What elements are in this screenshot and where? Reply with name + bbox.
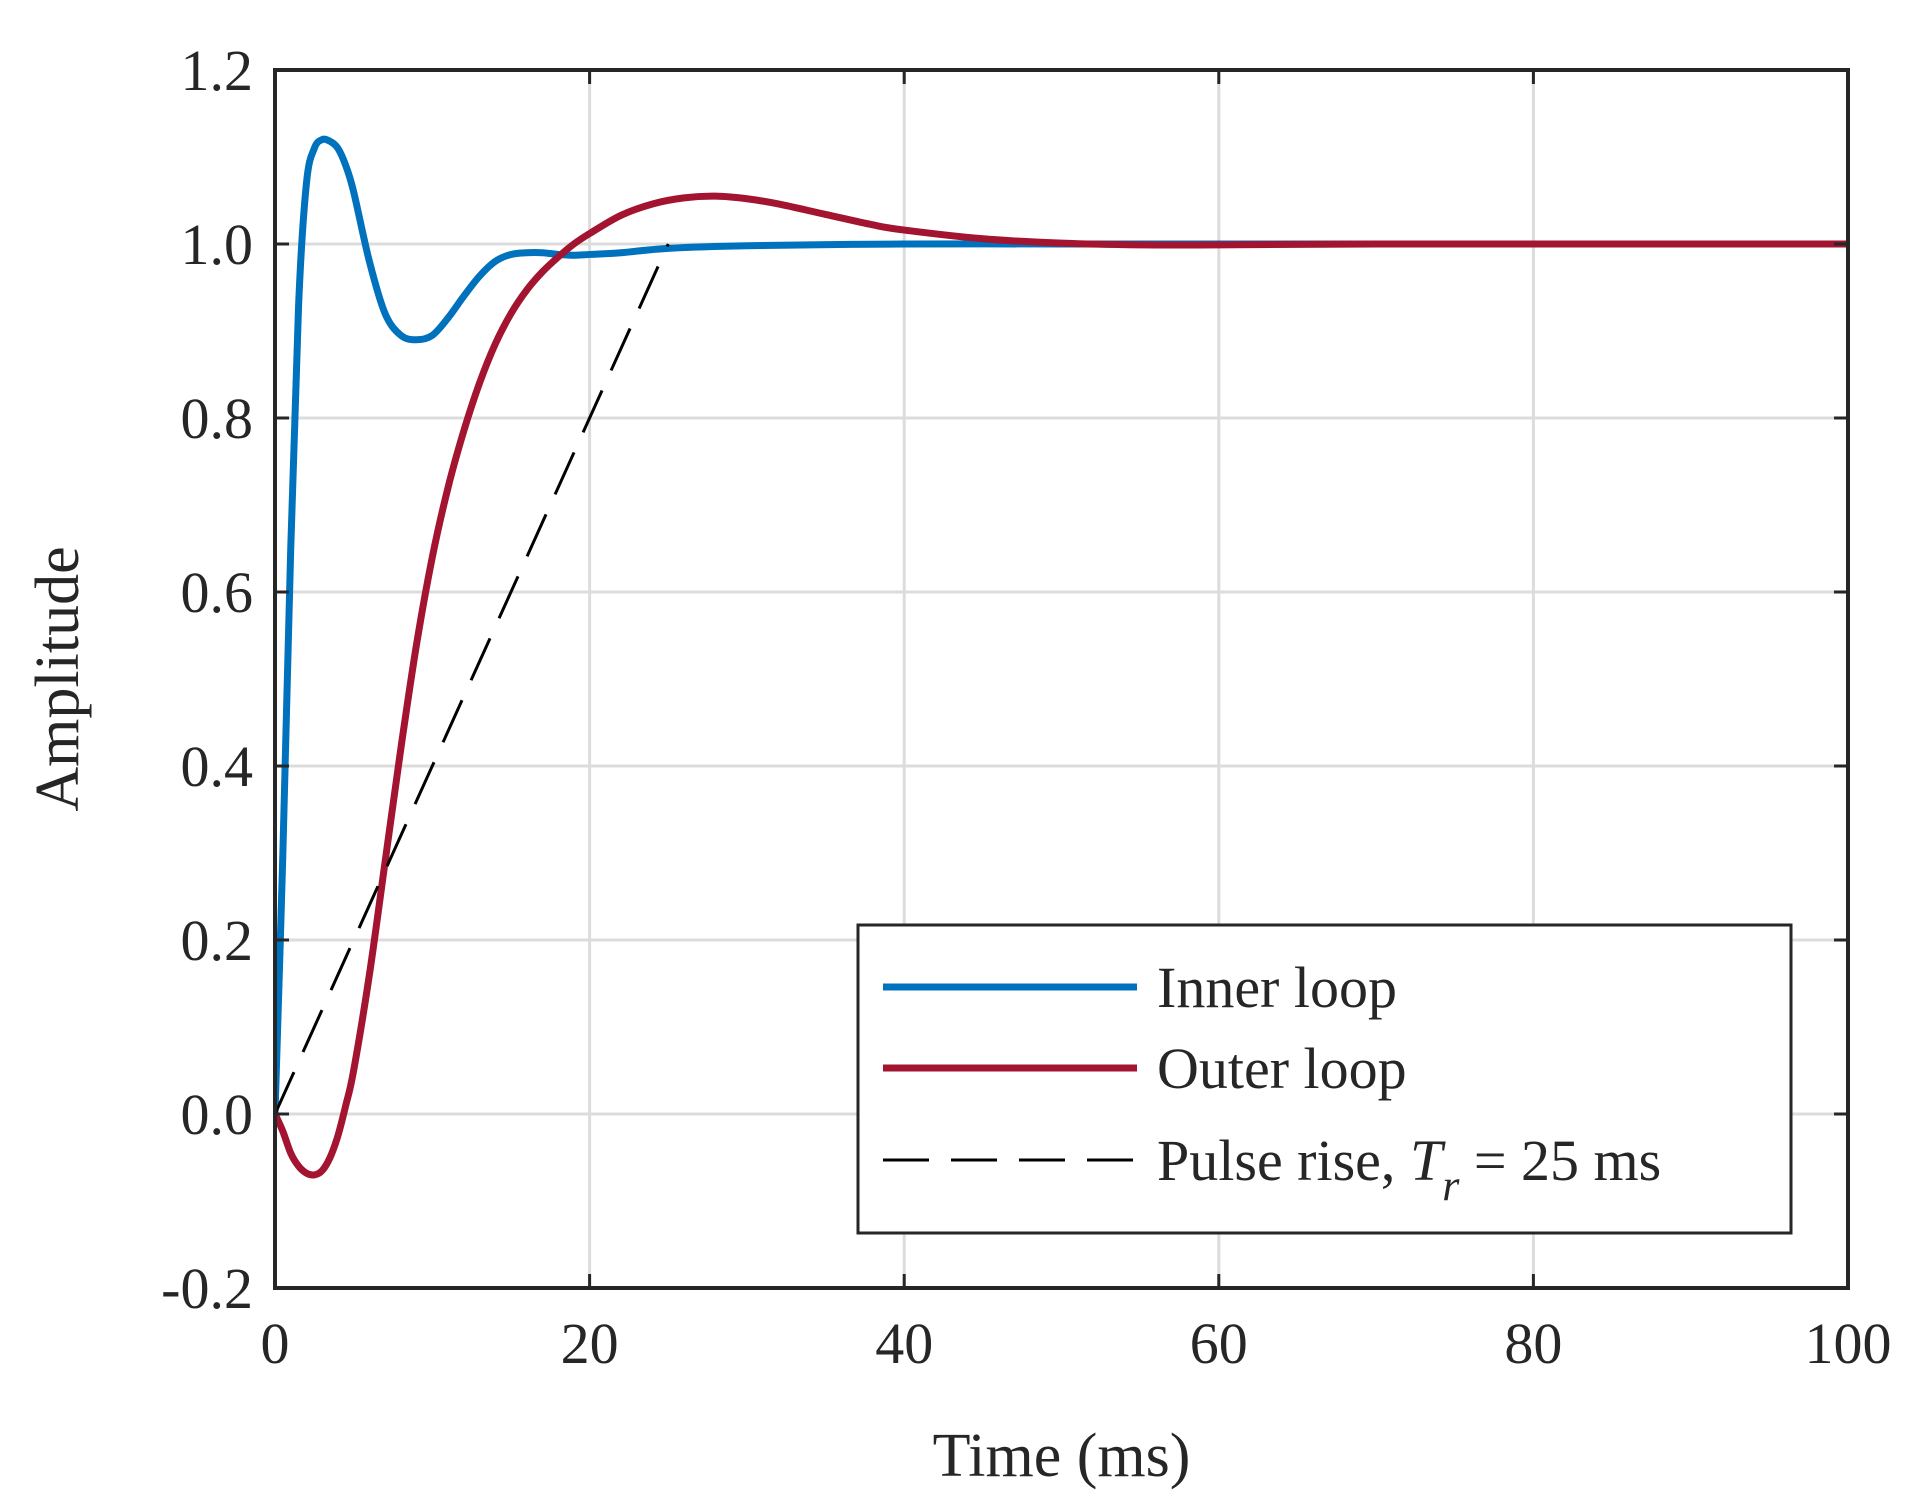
x-tick-label: 40 <box>875 1311 933 1376</box>
y-tick-label: 0.0 <box>181 1082 254 1147</box>
y-tick-label: 0.4 <box>181 734 254 799</box>
x-tick-label: 100 <box>1805 1311 1892 1376</box>
tick-labels: 0 20 40 60 80 100 -0.2 0.0 0.2 0.4 0.6 0.8 1.0 1.2 <box>161 38 1891 1376</box>
x-tick-label: 60 <box>1190 1311 1248 1376</box>
legend-label-pulse-rise-main: Pulse rise, <box>1157 1128 1410 1193</box>
legend-label-pulse-rise-symbol: T <box>1410 1128 1446 1193</box>
legend-label-outer-loop: Outer loop <box>1157 1036 1407 1101</box>
y-axis-title: Amplitude <box>24 546 92 811</box>
y-tick-label: 0.2 <box>181 908 254 973</box>
legend-label-pulse-rise-tail: = 25 ms <box>1459 1128 1661 1193</box>
y-tick-label: 0.6 <box>181 560 254 625</box>
legend-box <box>856 923 1793 1235</box>
series-line-pulse-rise <box>275 243 670 1115</box>
y-tick-label: 1.2 <box>181 38 254 103</box>
axes-box <box>273 68 1850 1290</box>
ticks <box>273 68 1850 1290</box>
series-group <box>275 135 1848 1179</box>
y-tick-label: -0.2 <box>161 1256 253 1321</box>
x-axis-title: Time (ms) <box>933 1422 1191 1490</box>
legend-label-pulse-rise-subscript: r <box>1442 1161 1460 1210</box>
legend: Inner loop Outer loop Pulse rise, Tr = 2… <box>856 923 1793 1235</box>
x-tick-label: 0 <box>261 1311 290 1376</box>
series-line-outer-loop <box>275 192 1848 1179</box>
y-tick-label: 0.8 <box>181 386 254 451</box>
y-tick-label: 1.0 <box>181 212 254 277</box>
x-tick-label: 80 <box>1504 1311 1562 1376</box>
legend-label-pulse-rise: Pulse rise, Tr = 25 ms <box>1157 1128 1661 1210</box>
plot-area <box>275 135 1848 1179</box>
x-tick-label: 20 <box>561 1311 619 1376</box>
legend-label-inner-loop: Inner loop <box>1157 955 1397 1020</box>
